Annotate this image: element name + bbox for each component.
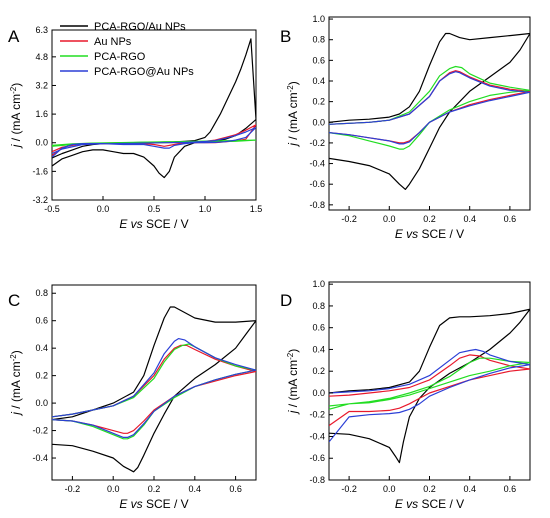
y-tick-label: -0.4 — [309, 159, 325, 169]
y-tick-label: -0.2 — [309, 138, 325, 148]
y-tick-label: 6.3 — [35, 25, 48, 35]
chart-panel-b: -0.2 0.0 0.2 0.4 0.6 -0.8 -0.6 -0.4 -0.2 0.0 0.2 0.… — [280, 14, 531, 241]
series-line — [52, 124, 256, 156]
series-line — [52, 126, 256, 158]
y-tick-label: 0.8 — [312, 301, 325, 311]
chart-panel-c: -0.2 0.0 0.2 0.4 0.6 -0.4 -0.2 0.0 0.2 0.4 0.6 0.8 E… — [8, 284, 257, 511]
x-tick-label: 0.0 — [383, 484, 396, 494]
series-group — [52, 306, 256, 473]
series-line — [329, 65, 530, 150]
series-line — [52, 306, 256, 473]
y-axis-label: j / (mA cm-2) — [9, 83, 24, 149]
x-axis-label: E vs SCE / V — [119, 217, 188, 231]
y-tick-label: 0.6 — [312, 55, 325, 65]
y-tick-label: 0.4 — [312, 76, 325, 86]
panel-letter: C — [8, 291, 20, 310]
x-tick-label: 0.2 — [423, 484, 436, 494]
y-tick-label: 0.0 — [312, 388, 325, 398]
y-tick-label: 0.4 — [312, 344, 325, 354]
y-tick-label: 0.8 — [312, 35, 325, 45]
legend-entry: Au NPs — [94, 36, 132, 48]
x-axis-label: E vs SCE / V — [119, 497, 188, 511]
x-axis-label: E vs SCE / V — [395, 227, 464, 241]
x-tick-label: 0.6 — [504, 214, 517, 224]
series-group — [329, 32, 530, 190]
y-tick-label: -0.8 — [309, 475, 325, 485]
plot-frame — [328, 281, 531, 481]
series-line — [329, 357, 530, 410]
series-line — [329, 32, 530, 190]
x-tick-label: 0.5 — [148, 204, 161, 214]
y-tick-label: 0.0 — [35, 398, 48, 408]
y-tick-label: -0.4 — [32, 453, 48, 463]
y-tick-label: 4.8 — [35, 52, 48, 62]
y-tick-label: 0.2 — [35, 371, 48, 381]
x-tick-label: 0.0 — [383, 214, 396, 224]
y-tick-label: 1.0 — [312, 14, 325, 24]
series-line — [52, 338, 256, 438]
chart-panel-d: -0.2 0.0 0.2 0.4 0.6 -0.8 -0.6 -0.4 -0.2 0.0 0.2 0.… — [280, 279, 531, 511]
legend-entry: PCA-RGO/Au NPs — [94, 21, 186, 33]
y-tick-label: 1.0 — [312, 279, 325, 289]
y-tick-label: 0.6 — [35, 316, 48, 326]
x-tick-label: 1.0 — [199, 204, 212, 214]
legend: PCA-RGO/Au NPs Au NPs PCA-RGO PCA-RGO@Au NP… — [60, 21, 194, 78]
series-line — [52, 38, 256, 179]
x-tick-label: 0.4 — [189, 484, 202, 494]
series-line — [329, 308, 530, 464]
chart-panel-a: -0.5 0.0 0.5 1.0 1.5 -3.2 -1.6 0.0 1.6 3.2 4.8 6.3 E… — [8, 21, 262, 231]
x-tick-label: 0.2 — [148, 484, 161, 494]
plot-frame — [328, 16, 531, 211]
y-tick-label: 0.8 — [35, 288, 48, 298]
y-tick-label: -0.2 — [32, 426, 48, 436]
series-line — [329, 348, 530, 443]
x-tick-label: -0.2 — [65, 484, 81, 494]
y-tick-label: 0.2 — [312, 97, 325, 107]
series-group — [329, 308, 530, 464]
y-axis-label: j / (mA cm-2) — [286, 349, 301, 415]
y-tick-label: -0.4 — [309, 431, 325, 441]
y-tick-label: 0.4 — [35, 343, 48, 353]
x-axis-label: E vs SCE / V — [395, 497, 464, 511]
panel-letter: B — [280, 27, 291, 46]
x-tick-label: 0.4 — [463, 484, 476, 494]
y-tick-label: 1.6 — [35, 109, 48, 119]
panel-letter: A — [8, 27, 20, 46]
x-tick-label: 0.2 — [423, 214, 436, 224]
x-tick-label: 1.5 — [250, 204, 263, 214]
y-tick-label: 3.2 — [35, 80, 48, 90]
panel-letter: D — [280, 291, 292, 310]
y-tick-label: -3.2 — [32, 195, 48, 205]
x-tick-label: 0.6 — [504, 484, 517, 494]
y-tick-label: 0.0 — [312, 117, 325, 127]
x-tick-label: -0.5 — [44, 204, 60, 214]
series-line — [52, 344, 256, 434]
legend-entry: PCA-RGO@Au NPs — [94, 66, 194, 78]
x-tick-label: -0.2 — [341, 484, 357, 494]
series-line — [329, 71, 530, 145]
series-line — [52, 343, 256, 440]
y-tick-label: -0.8 — [309, 200, 325, 210]
series-group — [52, 38, 256, 179]
y-tick-label: -0.6 — [309, 453, 325, 463]
series-line — [329, 354, 530, 427]
y-tick-label: 0.0 — [35, 138, 48, 148]
x-tick-label: 0.0 — [107, 484, 120, 494]
y-axis-label: j / (mA cm-2) — [286, 81, 301, 147]
x-tick-label: 0.6 — [229, 484, 242, 494]
y-tick-label: -0.6 — [309, 179, 325, 189]
y-tick-label: 0.6 — [312, 323, 325, 333]
series-line — [329, 70, 530, 144]
x-tick-label: 0.4 — [463, 214, 476, 224]
y-axis-label: j / (mA cm-2) — [9, 350, 24, 416]
x-tick-label: -0.2 — [341, 214, 357, 224]
y-tick-label: -1.6 — [32, 166, 48, 176]
y-tick-label: 0.2 — [312, 366, 325, 376]
x-tick-label: 0.0 — [97, 204, 110, 214]
y-tick-label: -0.2 — [309, 410, 325, 420]
plot-frame — [51, 284, 257, 481]
legend-entry: PCA-RGO — [94, 51, 146, 63]
